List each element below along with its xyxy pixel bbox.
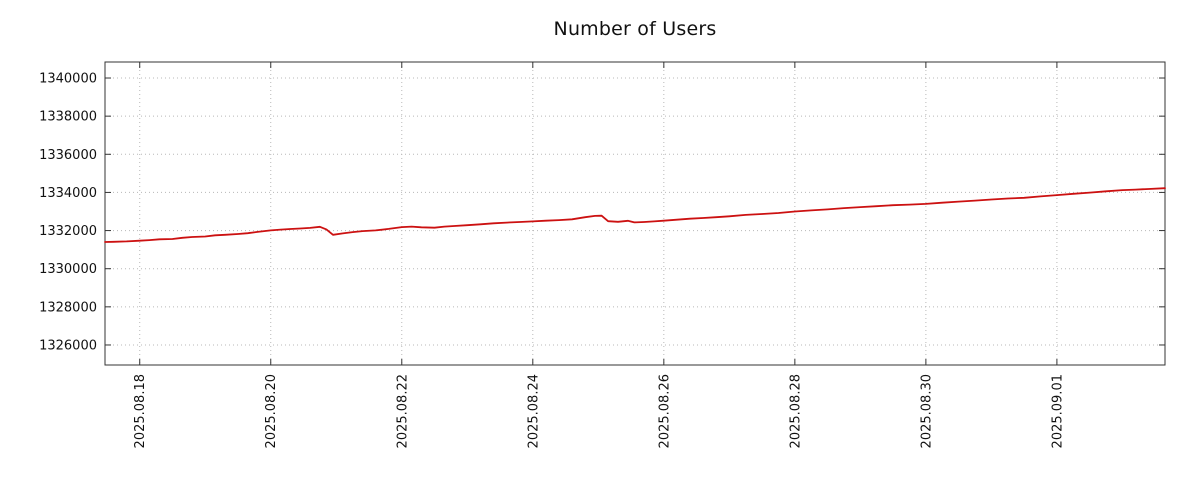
y-tick-label: 1340000 — [39, 72, 97, 87]
x-tick-label: 2025.08.30 — [919, 374, 934, 448]
x-tick-label: 2025.08.28 — [788, 374, 803, 448]
x-tick-label: 2025.08.18 — [133, 374, 148, 448]
y-tick-label: 1336000 — [39, 148, 97, 163]
y-tick-label: 1332000 — [39, 224, 97, 239]
x-tick-label: 2025.08.20 — [264, 374, 279, 448]
y-tick-label: 1338000 — [39, 110, 97, 125]
x-tick-label: 2025.08.26 — [657, 374, 672, 448]
y-tick-label: 1328000 — [39, 300, 97, 315]
y-tick-label: 1334000 — [39, 186, 97, 201]
chart-title: Number of Users — [553, 18, 717, 40]
x-axis-labels: 2025.08.18 2025.08.20 2025.08.22 2025.08.24… — [133, 374, 1065, 448]
y-tick-label: 1330000 — [39, 262, 97, 277]
y-tick-label: 1326000 — [39, 338, 97, 353]
plot-border — [104, 61, 1166, 366]
x-tick-label: 2025.09.01 — [1050, 374, 1065, 448]
series-line — [104, 187, 1166, 243]
grid-lines — [105, 62, 1165, 365]
x-tick-label: 2025.08.24 — [526, 374, 541, 448]
x-tick-label: 2025.08.22 — [395, 374, 410, 448]
tick-marks — [105, 62, 1165, 365]
y-axis-labels: 1326000 1328000 1330000 1332000 1334000 13360… — [39, 72, 97, 354]
